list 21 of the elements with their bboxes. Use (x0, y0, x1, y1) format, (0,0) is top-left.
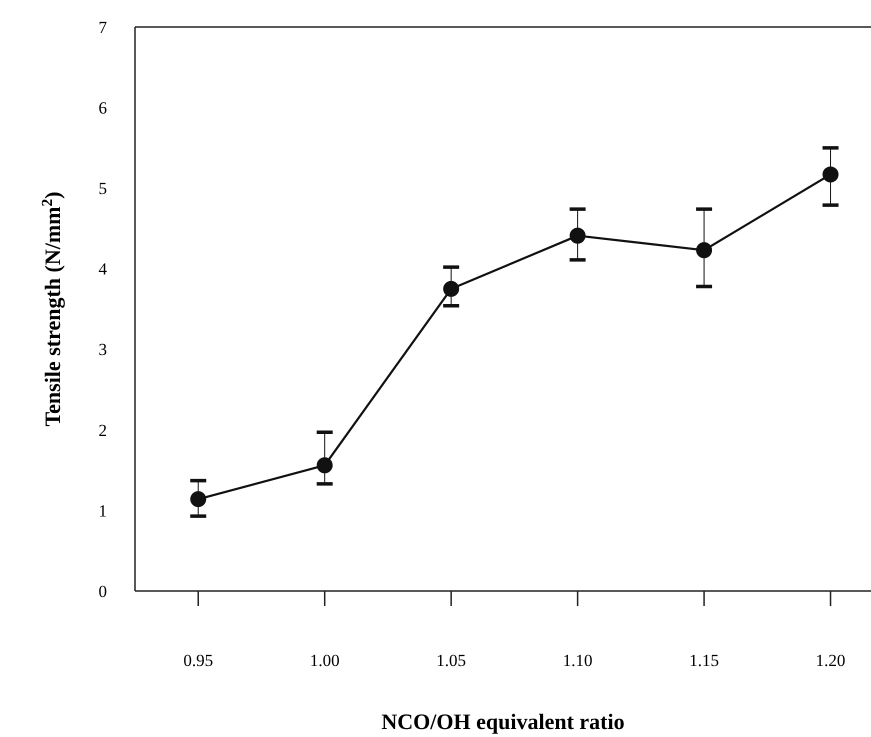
y-tick-label: 3 (98, 340, 107, 360)
point (443, 280, 460, 297)
x-axis-title: NCO/OH equivalent ratio (381, 709, 625, 734)
point (316, 457, 333, 474)
point (696, 242, 712, 258)
y-tick-label: 6 (98, 98, 107, 118)
point (570, 228, 586, 244)
x-tick-label: 0.95 (183, 651, 214, 670)
y-tick-label: 5 (98, 179, 107, 198)
point (822, 166, 839, 182)
x-tick-label: 1.15 (689, 651, 719, 670)
y-tick-label: 2 (98, 420, 107, 440)
x-tick-label: 1.20 (816, 651, 846, 670)
point (190, 491, 206, 508)
y-tick-label: 4 (98, 260, 108, 279)
y-tick-label: 1 (98, 501, 107, 520)
y-tick-label: 7 (98, 18, 108, 37)
x-tick-label: 1.05 (436, 651, 466, 670)
x-tick-label: 1.00 (310, 651, 340, 670)
y-tick-label: 0 (98, 582, 107, 601)
x-tick-label: 1.10 (562, 651, 592, 670)
